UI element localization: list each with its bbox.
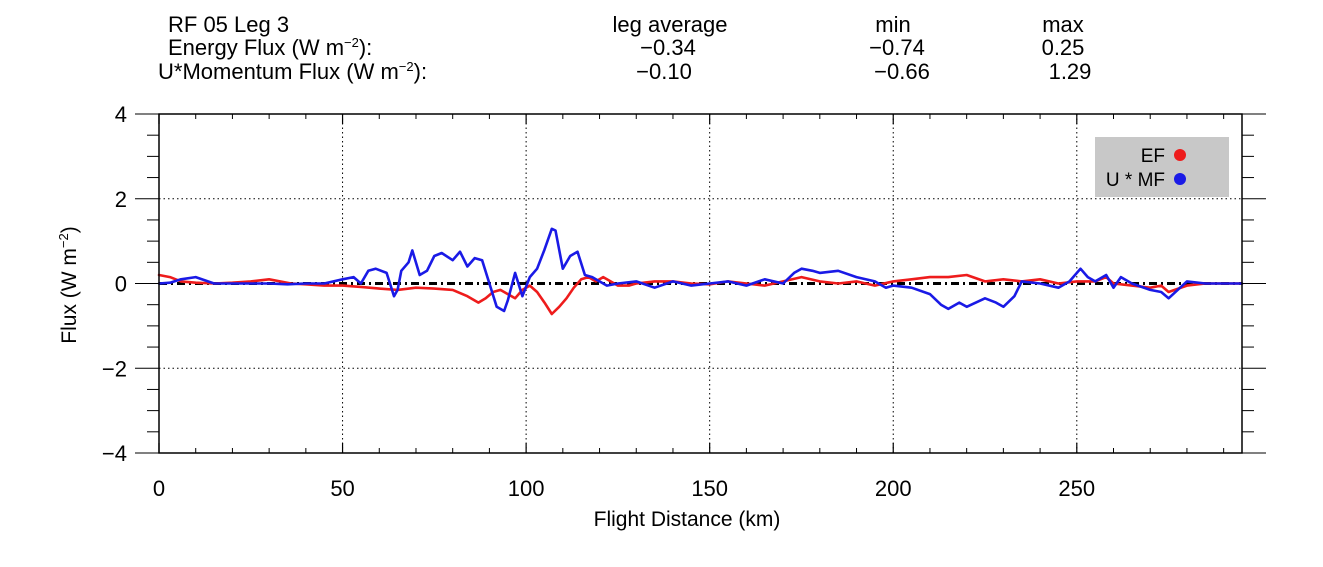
y-tick-label: −2 [102,356,127,381]
energy-flux-min: −0.74 [869,35,925,60]
momentum-flux-average: −0.10 [636,59,692,84]
energy-flux-average: −0.34 [640,35,696,60]
x-tick-label: 100 [508,476,545,501]
col-header-max: max [1042,12,1084,37]
energy-flux-label: Energy Flux (W m−2): [168,35,373,60]
series-line-mf [157,227,1244,313]
y-tick-label: 4 [115,102,127,127]
legend-label-ef: EF [1141,146,1165,167]
legend-marker-ef [1174,149,1186,161]
energy-flux-max: 0.25 [1041,35,1085,60]
y-tick-label: −4 [102,441,127,466]
series-line-ef [157,273,1244,316]
momentum-flux-label: U*Momentum Flux (W m−2): [158,59,428,84]
x-axis-title: Flight Distance (km) [594,508,781,531]
y-tick-label: 2 [115,187,127,212]
y-axis-title: Flux (W m−2) [56,226,81,343]
x-tick-label: 0 [153,476,165,501]
tick-labels: 0 50 100 150 200 250 4 2 0 −2 −4 [102,102,1095,501]
x-tick-label: 50 [330,476,354,501]
y-tick-label: 0 [115,272,127,297]
col-header-average: leg average [612,12,728,37]
legend-label-mf: U * MF [1106,170,1165,191]
grid [159,114,1242,453]
momentum-flux-max: 1.29 [1048,59,1092,84]
momentum-flux-min: −0.66 [874,59,930,84]
x-tick-label: 200 [875,476,912,501]
axes [135,113,1266,454]
legend-marker-mf [1174,173,1186,185]
legend-box [1095,137,1229,197]
leg-title: RF 05 Leg 3 [168,12,290,37]
x-tick-label: 150 [691,476,728,501]
x-tick-label: 250 [1058,476,1095,501]
legend: EF U * MF [1095,137,1229,197]
col-header-min: min [875,12,911,37]
series-lines [157,227,1244,316]
